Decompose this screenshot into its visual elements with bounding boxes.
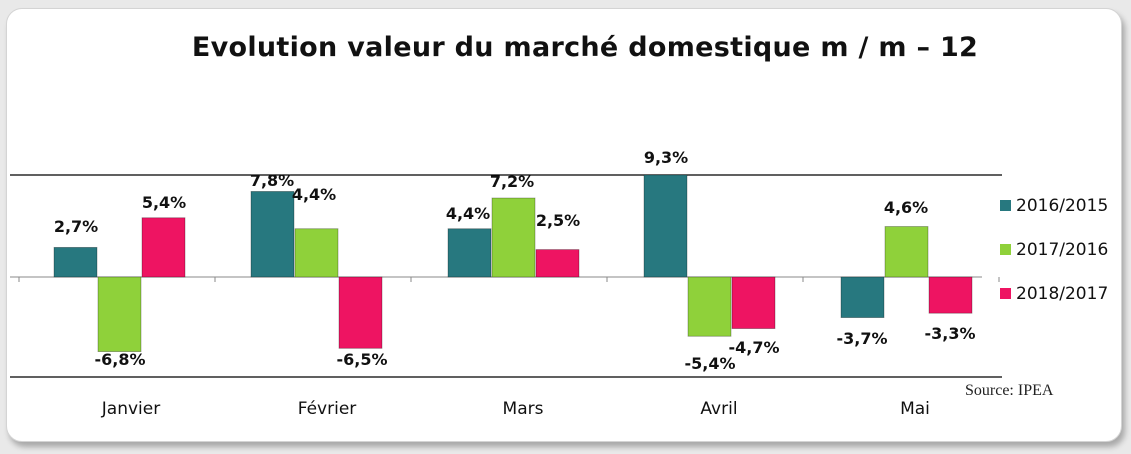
bar-2018-2017-janvier [141, 217, 186, 278]
bar-2017-2016-avril [687, 276, 732, 337]
data-label: -3,7% [836, 329, 887, 348]
data-label: 7,8% [250, 171, 294, 190]
bar-2018-2017-mai [928, 276, 973, 314]
bar-2017-2016-mars [491, 197, 536, 278]
chart-title: Evolution valeur du marché domestique m … [191, 32, 979, 63]
data-label: 7,2% [490, 172, 534, 191]
data-label: -6,8% [94, 350, 145, 369]
legend-swatch-2018-2017 [1000, 288, 1011, 299]
data-label: 9,3% [644, 148, 688, 167]
category-label-février: Février [298, 399, 357, 419]
data-label: 4,4% [446, 204, 490, 223]
chart-card [6, 8, 1122, 442]
data-label: -5,4% [684, 354, 735, 373]
bar-2016-2015-avril [643, 174, 688, 278]
legend-label: 2016/2015 [1016, 196, 1109, 216]
source-note: Source: IPEA [965, 382, 1054, 399]
bar-2017-2016-janvier [97, 276, 142, 352]
category-label-avril: Avril [700, 399, 737, 419]
category-label-janvier: Janvier [101, 399, 160, 419]
bar-2018-2017-février [338, 276, 383, 349]
bar-2017-2016-février [294, 228, 339, 278]
data-label: 4,6% [884, 198, 928, 217]
data-label: -4,7% [728, 338, 779, 357]
data-label: 2,7% [54, 217, 98, 236]
data-label: 4,4% [292, 185, 336, 204]
bar-2017-2016-mai [884, 226, 929, 278]
category-label-mars: Mars [503, 399, 544, 419]
data-label: -3,3% [924, 324, 975, 343]
bar-2018-2017-mars [535, 249, 580, 278]
legend-swatch-2017-2016 [1000, 244, 1011, 255]
legend-label: 2017/2016 [1016, 240, 1109, 260]
bar-2016-2015-mars [447, 228, 492, 278]
bar-2016-2015-février [250, 191, 295, 278]
bar-2018-2017-avril [731, 276, 776, 329]
bar-2016-2015-janvier [53, 246, 98, 278]
category-label-mai: Mai [900, 399, 930, 419]
data-label: -6,5% [336, 350, 387, 369]
bar-2016-2015-mai [840, 276, 885, 318]
legend-swatch-2016-2015 [1000, 200, 1011, 211]
data-label: 5,4% [142, 193, 186, 212]
data-label: 2,5% [536, 211, 580, 230]
legend-label: 2018/2017 [1016, 284, 1109, 304]
